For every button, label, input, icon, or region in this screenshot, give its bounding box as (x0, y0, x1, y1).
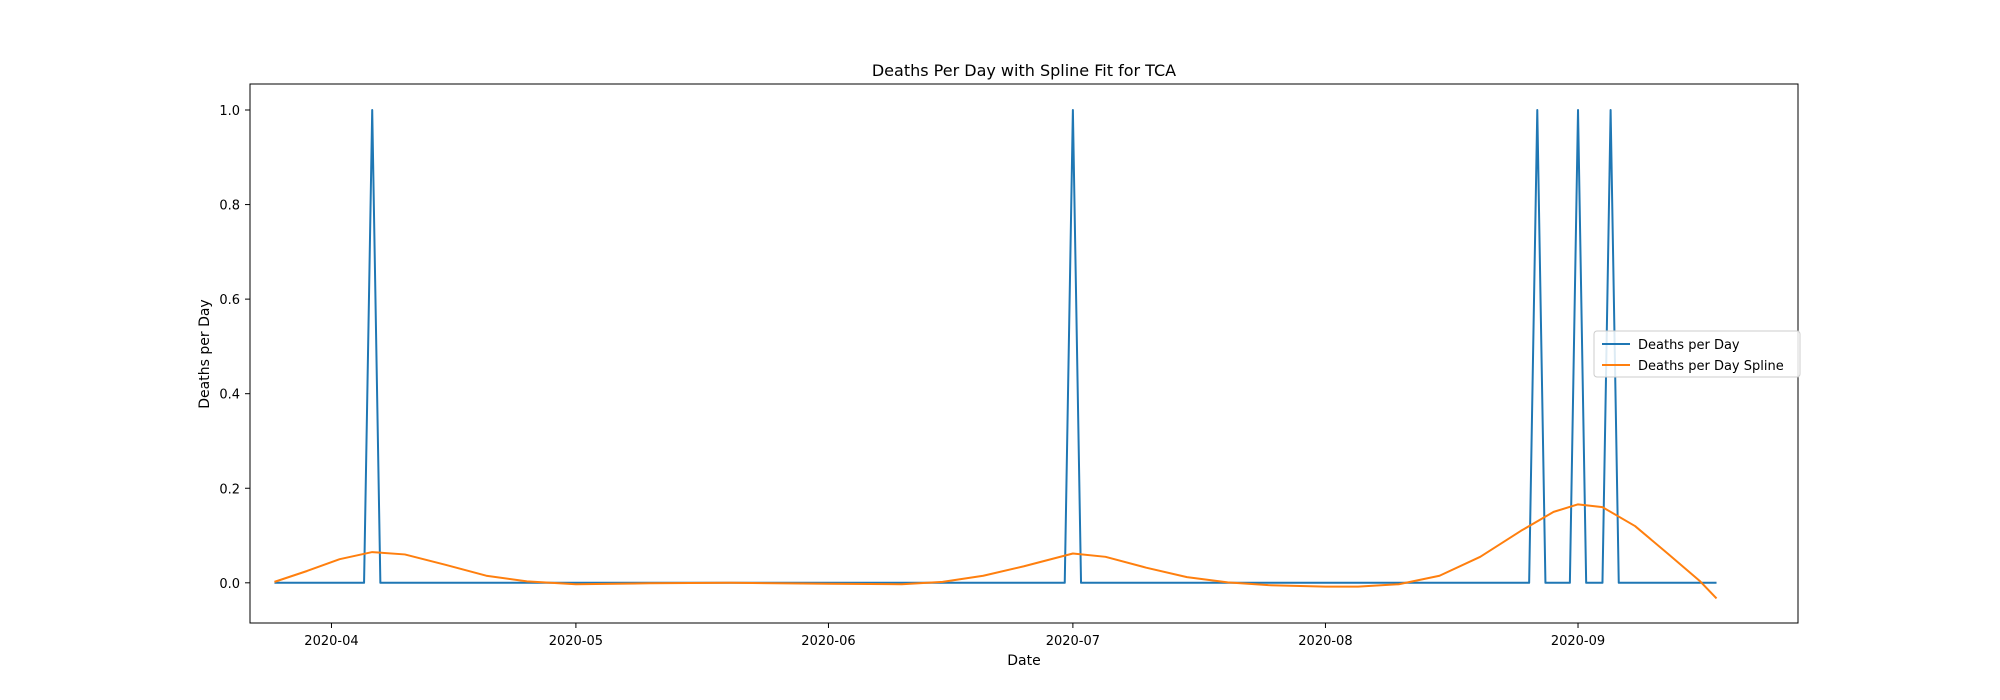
series-line-2 (274, 503, 1718, 600)
x-tick-label: 2020-05 (549, 634, 603, 649)
y-tick-label: 0.4 (219, 388, 240, 403)
axes-frame (249, 83, 1799, 624)
chart-title: Deaths Per Day with Spline Fit for TCA (872, 61, 1176, 80)
x-tick-label: 2020-06 (801, 634, 855, 649)
legend-entry-1: Deaths per Day (1638, 338, 1740, 353)
y-axis-label: Deaths per Day (197, 299, 213, 408)
legend: Deaths per Day Deaths per Day Spline (1593, 330, 1801, 378)
y-tick-label: 1.0 (219, 104, 240, 119)
y-tick-label: 0.8 (219, 199, 240, 214)
x-tick-label: 2020-04 (304, 634, 358, 649)
x-tick-label: 2020-09 (1551, 634, 1605, 649)
plot-area: 2020-04 2020-05 2020-06 2020-07 2020-08 2020-… (219, 83, 1799, 649)
series-line-1 (274, 109, 1717, 584)
legend-box (1593, 330, 1801, 378)
y-tick-label: 0.2 (219, 482, 240, 497)
x-tick-label: 2020-08 (1298, 634, 1352, 649)
y-tick-label: 0.6 (219, 293, 240, 308)
legend-entry-2: Deaths per Day Spline (1638, 359, 1784, 374)
y-tick-label: 0.0 (219, 577, 240, 592)
x-tick-label: 2020-07 (1046, 634, 1100, 649)
x-axis-label: Date (1007, 653, 1040, 669)
